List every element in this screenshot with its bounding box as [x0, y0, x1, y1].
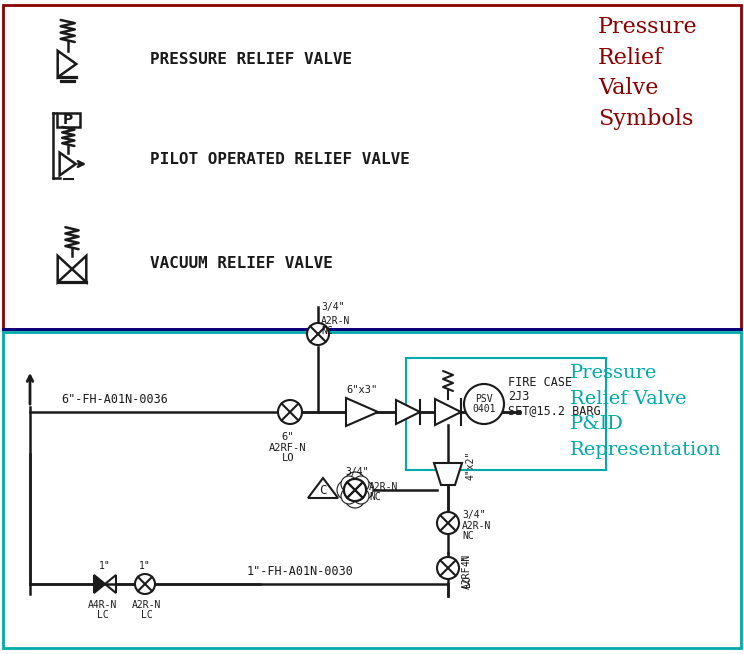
Text: 3/4": 3/4": [345, 467, 369, 477]
Polygon shape: [94, 575, 105, 593]
Text: A2R-N: A2R-N: [462, 521, 491, 531]
Circle shape: [341, 476, 357, 492]
Circle shape: [437, 557, 459, 579]
Text: 0401: 0401: [472, 404, 496, 414]
Text: 6"x3": 6"x3": [347, 385, 378, 395]
Circle shape: [345, 488, 365, 508]
Text: LO: LO: [282, 453, 294, 463]
Text: A2R-N: A2R-N: [132, 600, 161, 610]
Circle shape: [341, 488, 357, 504]
Bar: [3, 5, 741, 329]
Polygon shape: [396, 400, 420, 424]
Text: A2RF-N: A2RF-N: [462, 553, 472, 589]
Text: PRESSURE RELIEF VALVE: PRESSURE RELIEF VALVE: [150, 52, 352, 67]
Circle shape: [344, 479, 366, 501]
Text: LC: LC: [141, 610, 153, 620]
Text: VACUUM RELIEF VALVE: VACUUM RELIEF VALVE: [150, 256, 333, 271]
Polygon shape: [435, 399, 461, 425]
Circle shape: [345, 472, 365, 492]
Text: NC: NC: [321, 326, 333, 336]
Text: A2RF-N: A2RF-N: [269, 443, 307, 453]
Text: 3/4": 3/4": [321, 302, 344, 312]
Circle shape: [337, 480, 357, 500]
Bar: [57, 112, 80, 127]
Circle shape: [307, 323, 329, 345]
Text: SET@15.2 BARG: SET@15.2 BARG: [508, 404, 600, 417]
Bar: [406, 358, 606, 470]
Text: PILOT OPERATED RELIEF VALVE: PILOT OPERATED RELIEF VALVE: [150, 152, 410, 167]
Text: 2J3: 2J3: [508, 390, 530, 403]
Circle shape: [135, 574, 155, 594]
Text: 1": 1": [139, 561, 151, 571]
Text: NC: NC: [369, 492, 381, 502]
Text: 4": 4": [462, 554, 472, 566]
Circle shape: [344, 479, 366, 501]
Circle shape: [353, 480, 373, 500]
Text: LC: LC: [97, 610, 109, 620]
Text: C: C: [319, 483, 327, 496]
Text: FIRE CASE: FIRE CASE: [508, 376, 572, 389]
Text: 4"x2": 4"x2": [466, 451, 476, 479]
Circle shape: [278, 400, 302, 424]
Text: 3/4": 3/4": [462, 510, 486, 520]
Text: A2R-N: A2R-N: [321, 316, 350, 326]
Text: Pressure
Relief
Valve
Symbols: Pressure Relief Valve Symbols: [598, 16, 698, 129]
Circle shape: [437, 512, 459, 534]
Circle shape: [353, 476, 369, 492]
Circle shape: [464, 384, 504, 424]
Text: 1"-FH-A01N-0030: 1"-FH-A01N-0030: [246, 565, 353, 578]
Polygon shape: [434, 463, 462, 485]
Polygon shape: [346, 398, 378, 426]
Bar: [3, 332, 741, 648]
Text: P: P: [63, 113, 74, 127]
Circle shape: [353, 488, 369, 504]
Text: LO: LO: [462, 575, 472, 587]
Text: 6": 6": [282, 432, 294, 442]
Text: NC: NC: [462, 531, 474, 541]
Text: 1": 1": [99, 561, 111, 571]
Text: A2R-N: A2R-N: [369, 482, 398, 492]
Polygon shape: [308, 478, 338, 498]
Text: PSV: PSV: [475, 394, 493, 404]
Text: Pressure
Relief Valve
P&ID
Representation: Pressure Relief Valve P&ID Representatio…: [570, 364, 722, 459]
Text: A4R-N: A4R-N: [89, 600, 118, 610]
Text: 6"-FH-A01N-0036: 6"-FH-A01N-0036: [62, 393, 168, 406]
